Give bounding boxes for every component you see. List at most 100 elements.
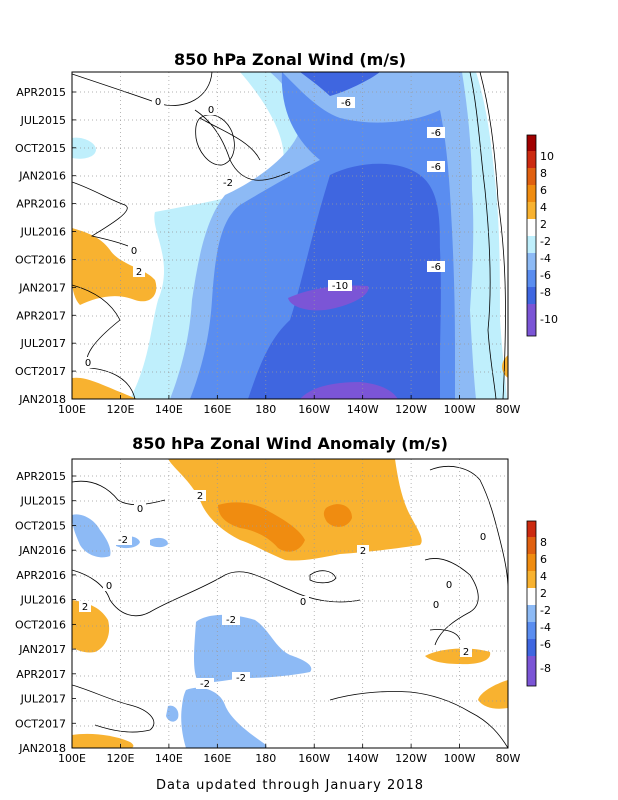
contour-label: 0 <box>106 581 112 592</box>
y-tick-label: JUL2015 <box>20 495 66 508</box>
panel2-band-neg2-dot <box>166 705 179 722</box>
panel1-y-axis: APR2015 JUL2015 OCT2015 JAN2016 APR2016 JUL20… <box>15 86 76 406</box>
y-tick-label: JAN2017 <box>18 281 66 294</box>
contour-label: -10 <box>332 281 348 292</box>
colorbar-tick: -10 <box>540 313 558 326</box>
x-tick-label: 100W <box>444 752 476 765</box>
contour-label: -6 <box>431 128 441 139</box>
contour-label: 0 <box>155 97 161 108</box>
contour-label: 0 <box>208 105 214 116</box>
panel2-band-pos2-left-a <box>72 600 110 653</box>
y-tick-label: JAN2017 <box>18 643 66 656</box>
x-tick-label: 100E <box>58 403 86 416</box>
panel2-band-pos2-left-b <box>72 733 134 748</box>
x-tick-label: 140E <box>155 752 183 765</box>
panel2-colorbar: 8 6 4 2 -2 -4 -6 -8 <box>526 520 551 687</box>
y-tick-label: JAN2018 <box>18 742 66 755</box>
y-tick-label: OCT2016 <box>15 618 66 631</box>
panel1-x-axis: 100E 120E 140E 160E 180 160W 140W 120W 100W 80W <box>58 395 521 416</box>
x-tick-label: 80W <box>496 752 521 765</box>
x-tick-label: 140E <box>155 403 183 416</box>
y-tick-label: OCT2017 <box>15 365 66 378</box>
panel2-band-neg2-bottom <box>181 687 267 748</box>
contour-label: 2 <box>197 491 203 502</box>
panel2-grid <box>72 459 508 748</box>
y-tick-label: JUL2015 <box>20 114 66 127</box>
panel2-band-pos2-right-a <box>425 648 491 665</box>
colorbar-tick: 2 <box>540 218 547 231</box>
contour-label: 2 <box>360 546 366 557</box>
y-tick-label: JUL2017 <box>20 337 66 350</box>
y-tick-label: JAN2016 <box>18 170 66 183</box>
y-tick-label: OCT2016 <box>15 253 66 266</box>
colorbar-tick: 6 <box>540 553 547 566</box>
panel1-field <box>72 72 508 399</box>
contour-label: 0 <box>480 532 486 543</box>
y-tick-label: JAN2016 <box>18 544 66 557</box>
contour-label: 0 <box>300 597 306 608</box>
contour-label: -2 <box>226 615 236 626</box>
x-tick-label: 120E <box>106 403 134 416</box>
panel2-y-axis: APR2015 JUL2015 OCT2015 JAN2016 APR2016 JUL20… <box>15 470 76 755</box>
panel-zonal-wind-anomaly: 850 hPa Zonal Wind Anomaly (m/s) <box>15 434 551 765</box>
contour-label: 0 <box>131 246 137 257</box>
colorbar-tick: -4 <box>540 252 551 265</box>
x-tick-label: 160W <box>298 752 330 765</box>
y-tick-label: OCT2015 <box>15 519 66 532</box>
x-tick-label: 120E <box>106 752 134 765</box>
colorbar-tick: -8 <box>540 662 551 675</box>
panel1-contour-island <box>195 114 235 166</box>
x-tick-label: 120W <box>395 752 427 765</box>
panel2-band-pos4-b <box>323 504 352 527</box>
y-tick-label: APR2015 <box>16 86 66 99</box>
footer-text: Data updated through January 2018 <box>156 778 424 793</box>
panel2-contour-zero <box>72 466 508 748</box>
colorbar-tick: 4 <box>540 570 547 583</box>
panel1-grid <box>72 72 508 399</box>
colorbar-tick: -2 <box>540 604 551 617</box>
colorbar-tick: 8 <box>540 167 547 180</box>
panel1-frame <box>71 71 509 400</box>
x-tick-label: 100W <box>444 403 476 416</box>
contour-label: 0 <box>446 580 452 591</box>
panel1-contour-labels: 0 0 -2 0 0 2 -6 -6 -6 -6 -10 <box>82 96 445 369</box>
colorbar-tick: 8 <box>540 536 547 549</box>
x-tick-label: 180 <box>255 752 276 765</box>
panel2-contour-labels: 2 0 -2 2 0 0 2 0 0 0 -2 -2 -2 2 <box>79 490 489 690</box>
panel1-colorbar: 10 8 6 4 2 -2 -4 -6 -8 -10 <box>526 134 558 337</box>
contour-label: -2 <box>223 178 233 189</box>
contour-label: 2 <box>82 602 88 613</box>
y-tick-label: JUL2016 <box>20 226 66 239</box>
y-tick-label: APR2015 <box>16 470 66 483</box>
contour-label: 0 <box>137 504 143 515</box>
colorbar-tick: -6 <box>540 269 551 282</box>
contour-label: -2 <box>236 673 246 684</box>
x-tick-label: 160E <box>203 752 231 765</box>
panel2-field <box>72 459 508 748</box>
panel1-contour-zero-b <box>469 72 506 399</box>
panel2-band-pos2-main <box>168 459 422 561</box>
x-tick-label: 80W <box>496 403 521 416</box>
contour-label: -2 <box>200 679 210 690</box>
y-tick-label: OCT2017 <box>15 717 66 730</box>
panel2-title: 850 hPa Zonal Wind Anomaly (m/s) <box>132 434 448 453</box>
colorbar-tick: 2 <box>540 587 547 600</box>
x-tick-label: 140W <box>347 403 379 416</box>
panel2-band-pos4-a <box>218 502 305 552</box>
x-tick-label: 140W <box>347 752 379 765</box>
panel2-x-axis: 100E 120E 140E 160E 180 160W 140W 120W 100W 80W <box>58 744 521 765</box>
y-tick-label: APR2017 <box>16 668 66 681</box>
x-tick-label: 100E <box>58 752 86 765</box>
panel1-title: 850 hPa Zonal Wind (m/s) <box>174 50 406 69</box>
panel1-band-pos-right <box>502 355 508 378</box>
panel2-band-neg2-left <box>72 514 111 558</box>
contour-label: -6 <box>431 162 441 173</box>
contour-label: -2 <box>118 535 128 546</box>
colorbar-tick: 6 <box>540 184 547 197</box>
panel2-band-neg2-center <box>194 614 312 683</box>
contour-label: 0 <box>85 358 91 369</box>
colorbar-tick: -4 <box>540 621 551 634</box>
colorbar-tick: 10 <box>540 150 554 163</box>
colorbar-tick: -2 <box>540 235 551 248</box>
